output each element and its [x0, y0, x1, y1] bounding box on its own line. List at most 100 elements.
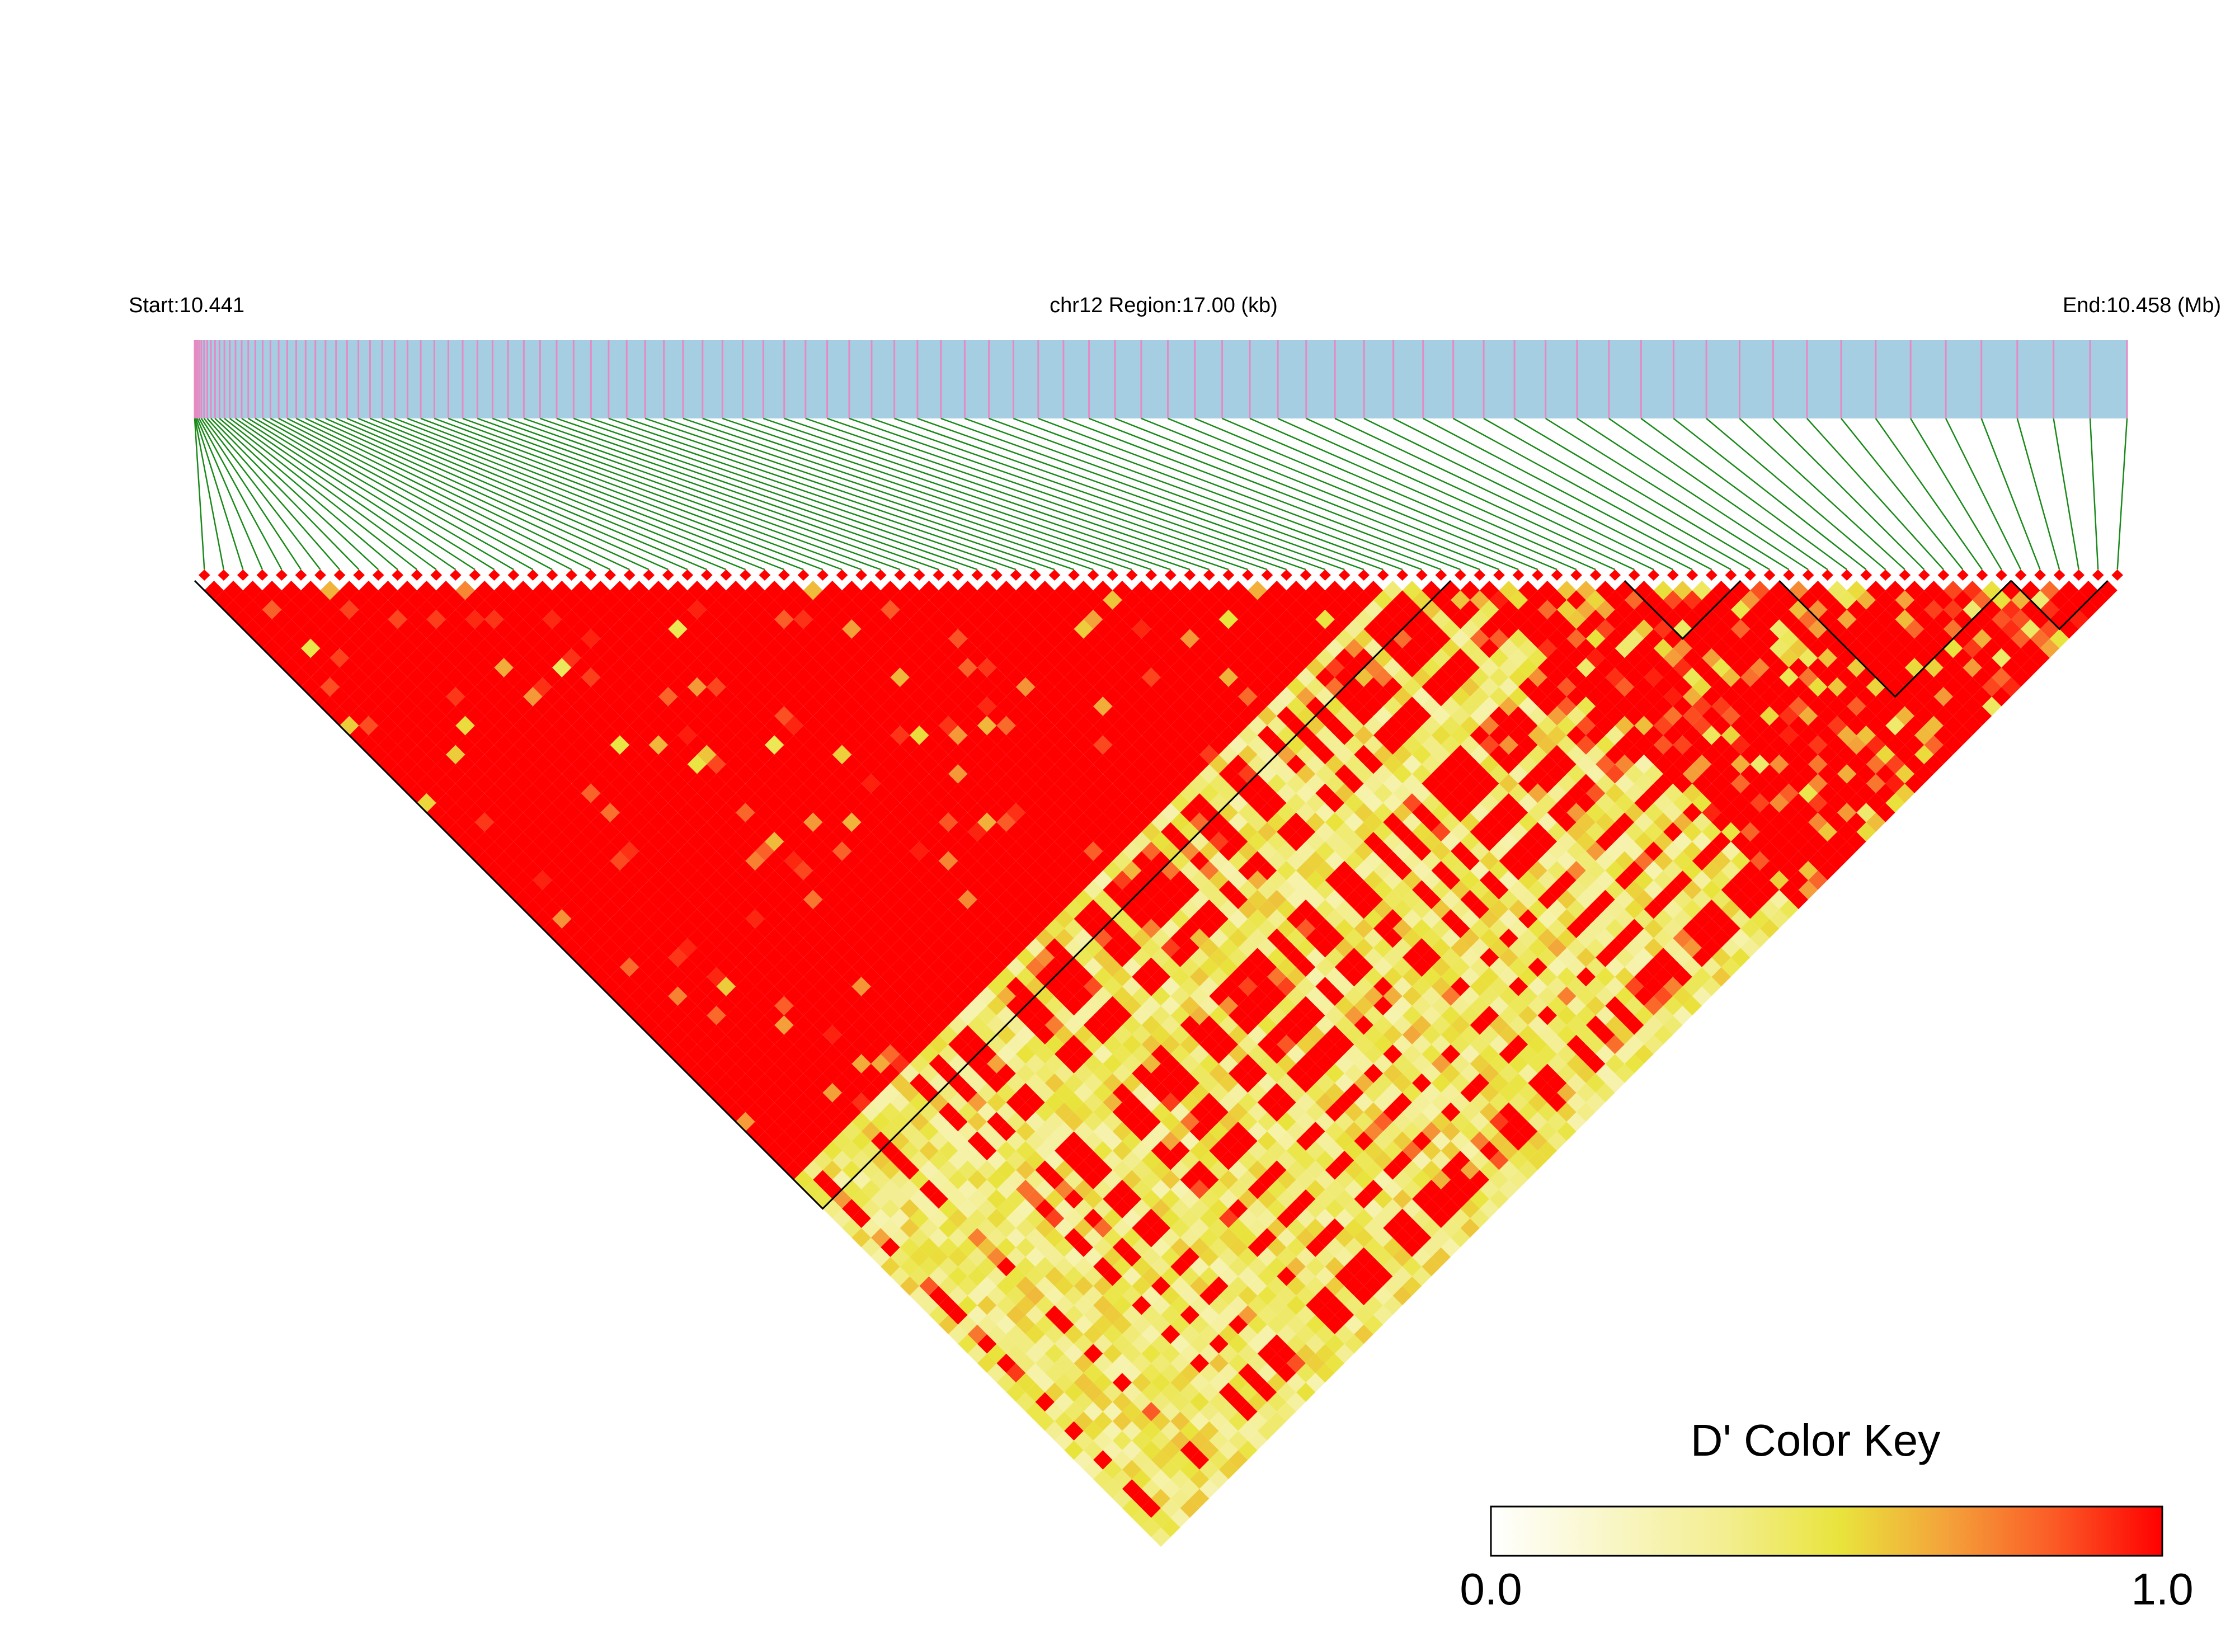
ld-cell: [1209, 1373, 1229, 1392]
snp-connector: [1577, 417, 1809, 571]
ld-cell: [523, 706, 543, 726]
ld-cell: [629, 581, 649, 600]
ld-cell: [1451, 1131, 1470, 1151]
ld-cell: [465, 590, 485, 610]
ld-cell: [523, 609, 543, 629]
snp-connector: [1114, 417, 1499, 571]
ld-cell: [523, 686, 543, 707]
ld-cell: [571, 928, 591, 948]
ld-cell: [1209, 889, 1229, 910]
ld-cell: [320, 638, 340, 658]
ld-cell: [1055, 812, 1074, 832]
snp-marker: [372, 570, 384, 581]
snp-marker: [1377, 570, 1389, 581]
ld-cell: [1112, 1102, 1132, 1122]
snp-connector: [235, 417, 456, 571]
ld-cell: [1055, 754, 1074, 774]
ld-cell: [938, 928, 958, 948]
ld-cell: [571, 677, 591, 697]
ld-cell: [571, 696, 591, 716]
ld-cell: [871, 764, 891, 784]
snp-connector: [200, 418, 302, 570]
ld-cell: [523, 783, 543, 803]
ld-cell: [1112, 986, 1132, 1006]
snp-marker: [1532, 570, 1544, 581]
ld-cell: [1209, 1469, 1229, 1489]
snp-connector: [573, 417, 1017, 571]
snp-marker: [778, 570, 790, 581]
snp-connector: [1841, 418, 1964, 570]
ld-cell: [1325, 1005, 1345, 1025]
ld-cell: [1112, 1160, 1132, 1180]
ld-cell: [378, 716, 398, 736]
ld-cell: [871, 1228, 891, 1248]
ld-cell: [1451, 1208, 1470, 1229]
ld-cell: [494, 735, 514, 755]
snp-marker: [1145, 570, 1158, 581]
ld-cell: [523, 764, 543, 784]
ld-cell: [1209, 1141, 1229, 1161]
ld-cell: [871, 1170, 891, 1190]
snp-connector: [325, 417, 669, 571]
snp-marker: [1648, 570, 1660, 581]
ld-cell: [494, 581, 514, 600]
ld-cell: [1112, 1450, 1132, 1470]
ld-cell: [1325, 1237, 1345, 1257]
ld-cell: [813, 880, 832, 900]
ld-cell: [523, 590, 543, 610]
ld-cell: [697, 803, 717, 822]
ld-cell: [1055, 1353, 1074, 1373]
snp-marker: [353, 570, 365, 581]
snp-marker: [1879, 570, 1891, 581]
ld-cell: [938, 1315, 958, 1335]
snp-marker: [1706, 570, 1718, 581]
ld-cell: [813, 1093, 832, 1112]
ld-cell: [697, 938, 717, 958]
snp-connector: [827, 417, 1268, 571]
ld-cell: [262, 600, 282, 620]
ld-cell: [494, 638, 514, 658]
snp-connector: [964, 417, 1384, 571]
snp-connector: [1393, 417, 1693, 571]
ld-cell: [1325, 1044, 1345, 1064]
snp-connector: [448, 417, 862, 571]
snp-marker: [1976, 570, 1988, 581]
snp-marker: [1203, 570, 1215, 581]
ld-cell: [1325, 1083, 1345, 1103]
ld-cell: [494, 832, 514, 851]
snp-connector: [286, 417, 591, 571]
ld-cell: [571, 581, 591, 600]
ld-cell: [465, 686, 485, 707]
ld-cell: [996, 677, 1016, 697]
ld-cell: [436, 735, 456, 755]
ld-cell: [494, 619, 514, 639]
ld-cell: [1055, 1083, 1074, 1103]
snp-connector: [1875, 418, 1983, 570]
ld-cell: [871, 590, 891, 610]
snp-marker: [392, 570, 404, 581]
ld-cell: [1209, 1179, 1229, 1199]
ld-cell: [1209, 1392, 1229, 1412]
ld-cell: [938, 619, 958, 639]
snp-connector: [229, 417, 437, 571]
ld-cell: [938, 986, 958, 1006]
ld-cell: [938, 1276, 958, 1296]
ld-cell: [378, 696, 398, 716]
snp-connector: [1141, 417, 1519, 571]
ld-cell: [1112, 1044, 1132, 1064]
ld-cell: [523, 803, 543, 822]
ld-cell: [1055, 1160, 1074, 1180]
ld-cell: [571, 774, 591, 793]
snp-marker: [836, 570, 848, 581]
ld-cell: [938, 1295, 958, 1315]
ld-cell: [938, 774, 958, 793]
ld-cell: [996, 1063, 1016, 1084]
snp-marker: [2015, 570, 2027, 581]
ld-cell: [523, 745, 543, 765]
ld-cell: [571, 735, 591, 755]
snp-marker: [759, 570, 771, 581]
ld-cell: [465, 609, 485, 629]
ld-cell: [1451, 1150, 1470, 1170]
ld-cell: [629, 870, 649, 890]
ld-cell: [1112, 1237, 1132, 1257]
